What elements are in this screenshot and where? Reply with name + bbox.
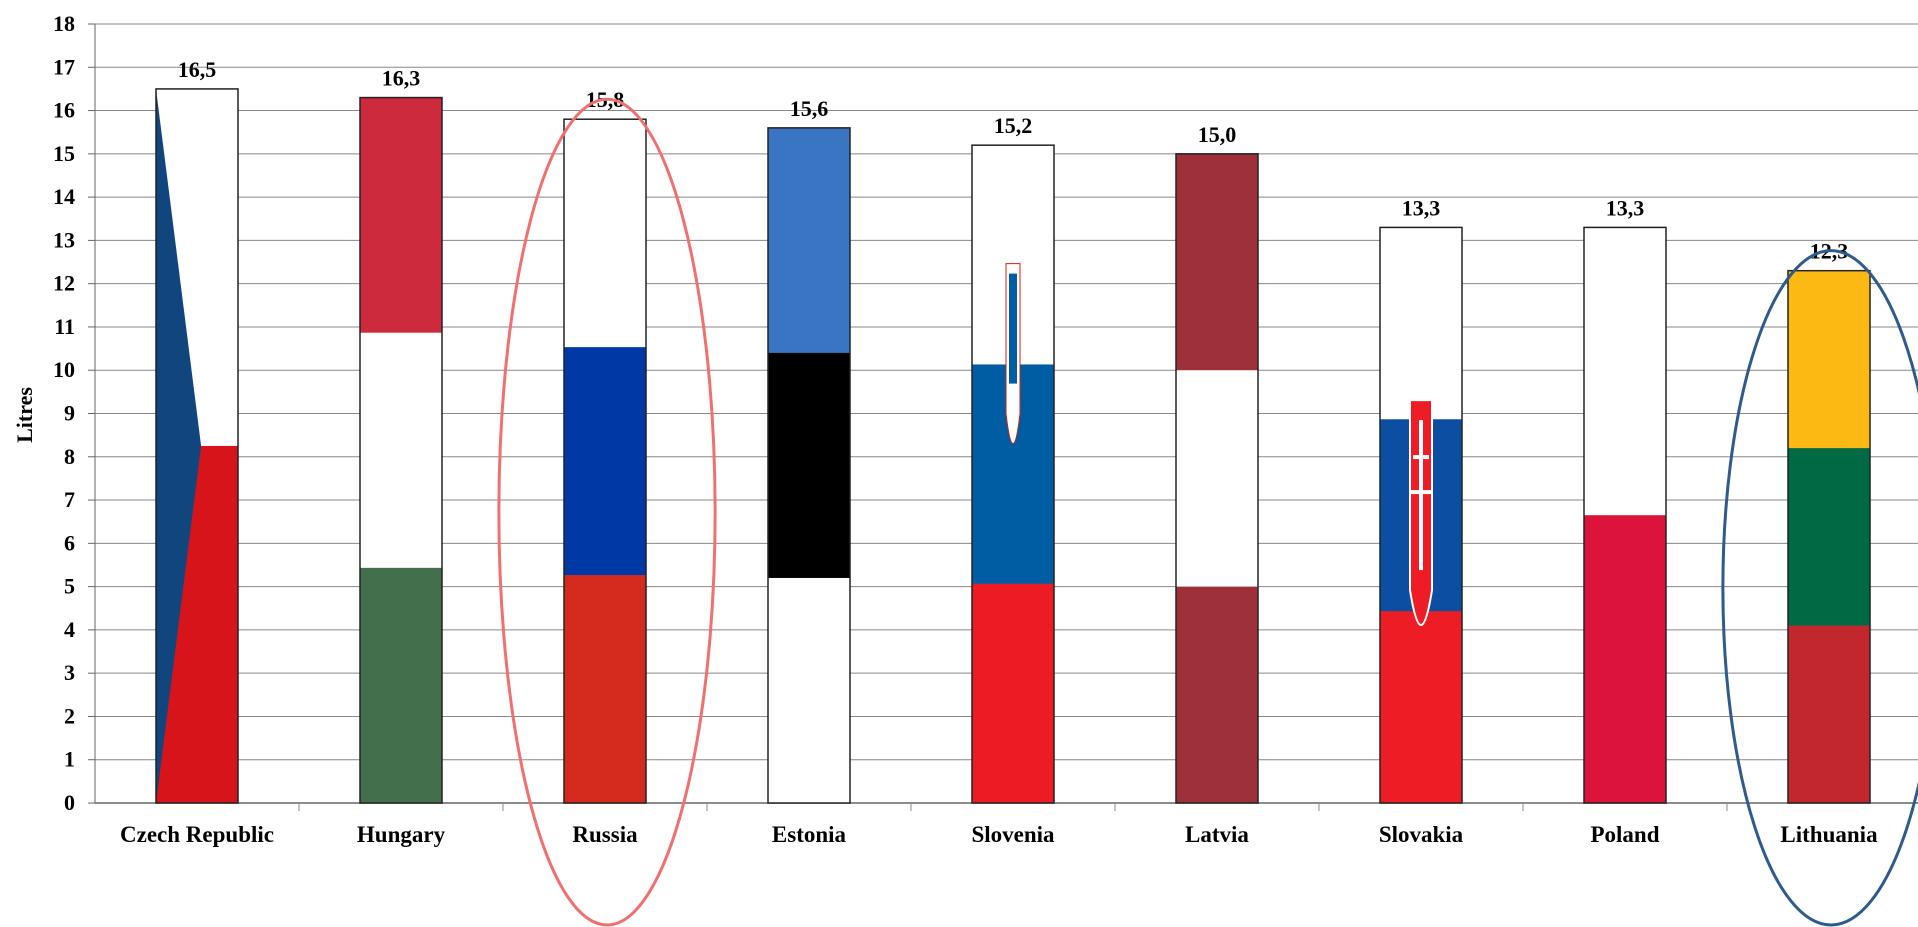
- bar-latvia: [1175, 153, 1259, 804]
- category-label-latvia: Latvia: [1185, 822, 1249, 847]
- bar-poland: [1583, 226, 1667, 804]
- flag-stripe: [360, 332, 442, 569]
- y-tick-label-15: 15: [53, 141, 75, 166]
- category-label-lithuania: Lithuania: [1780, 822, 1878, 847]
- flag-stripe: [768, 127, 850, 354]
- y-tick-label-4: 4: [64, 617, 75, 642]
- highlight-ellipses: [497, 97, 1918, 927]
- category-label-estonia: Estonia: [772, 822, 847, 847]
- bar-outline: [563, 118, 647, 804]
- bars: [155, 88, 1871, 804]
- bar-outline: [359, 96, 443, 804]
- coat-of-arms-field: [1009, 273, 1017, 384]
- bar-outline: [1787, 269, 1871, 804]
- value-label-slovakia: 13,3: [1402, 195, 1441, 220]
- flag-triangle: [156, 88, 202, 803]
- highlight-ellipse-lithuania: [1721, 249, 1918, 927]
- bar-lithuania: [1787, 269, 1871, 804]
- y-tick-label-0: 0: [64, 790, 75, 815]
- y-tick-label-16: 16: [53, 98, 75, 123]
- value-label-latvia: 15,0: [1198, 122, 1237, 147]
- flag-stripe: [1176, 153, 1258, 371]
- value-label-poland: 13,3: [1606, 195, 1645, 220]
- flag-stripe: [1380, 611, 1462, 804]
- coat-of-arms-cross: [1419, 420, 1423, 571]
- flag-stripe: [360, 567, 442, 804]
- y-tick-label-3: 3: [64, 660, 75, 685]
- bar-outline: [971, 144, 1055, 804]
- y-tick-label-6: 6: [64, 530, 75, 555]
- flag-stripe: [1788, 448, 1870, 627]
- y-tick-label-7: 7: [64, 487, 75, 512]
- flag-stripe: [972, 583, 1054, 804]
- flag-stripe: [564, 575, 646, 804]
- y-tick-label-5: 5: [64, 574, 75, 599]
- flag-stripe: [1176, 586, 1258, 804]
- category-label-slovenia: Slovenia: [971, 822, 1055, 847]
- bar-outline: [155, 88, 239, 804]
- bar-russia: [563, 118, 647, 804]
- y-axis-label: Litres: [12, 387, 37, 443]
- y-tick-label-12: 12: [53, 271, 75, 296]
- category-labels: Czech Republic Hungary Russia Estonia Sloven…: [120, 822, 1878, 847]
- y-tick-label-8: 8: [64, 444, 75, 469]
- bar-outline: [1583, 226, 1667, 804]
- flag-stripe: [1380, 227, 1462, 420]
- value-label-czech-republic: 16,5: [178, 57, 217, 82]
- y-tick-label-14: 14: [53, 184, 75, 209]
- flag-stripe: [1176, 370, 1258, 588]
- y-tick-label-17: 17: [53, 54, 75, 79]
- category-label-hungary: Hungary: [357, 822, 446, 847]
- category-label-slovakia: Slovakia: [1379, 822, 1464, 847]
- coat-of-arms-cross-bar: [1411, 490, 1431, 495]
- flag-stripe: [564, 347, 646, 576]
- y-tick-label-11: 11: [54, 314, 75, 339]
- flag-stripe: [360, 97, 442, 334]
- y-tick-label-18: 18: [53, 11, 75, 36]
- bar-slovakia: [1379, 226, 1463, 804]
- category-label-czech-republic: Czech Republic: [120, 822, 274, 847]
- value-label-hungary: 16,3: [382, 66, 421, 91]
- bar-slovenia: [971, 144, 1055, 804]
- flag-stripe: [1788, 270, 1870, 449]
- bar-estonia: [767, 127, 851, 804]
- value-label-estonia: 15,6: [790, 96, 829, 121]
- coat-of-arms-cross-bar: [1413, 455, 1429, 460]
- y-tick-label-2: 2: [64, 703, 75, 728]
- bar-outline: [1175, 153, 1259, 804]
- highlight-ellipse-russia: [497, 97, 717, 927]
- flag-stripe: [768, 352, 850, 579]
- category-label-russia: Russia: [572, 822, 638, 847]
- y-tick-label-9: 9: [64, 401, 75, 426]
- bar-outline: [1379, 226, 1463, 804]
- y-tick-label-1: 1: [64, 747, 75, 772]
- value-label-slovenia: 15,2: [994, 113, 1033, 138]
- bar-czech-republic: [155, 88, 239, 804]
- y-tick-label-10: 10: [53, 357, 75, 382]
- category-label-poland: Poland: [1590, 822, 1659, 847]
- flag-stripe: [768, 577, 850, 804]
- flag-stripe: [1584, 515, 1666, 804]
- flag-stripe: [564, 119, 646, 348]
- flag-stripe: [1584, 227, 1666, 516]
- flag-stripe: [1788, 625, 1870, 804]
- bar-outline: [767, 127, 851, 804]
- y-tick-label-13: 13: [53, 227, 75, 252]
- bar-hungary: [359, 96, 443, 804]
